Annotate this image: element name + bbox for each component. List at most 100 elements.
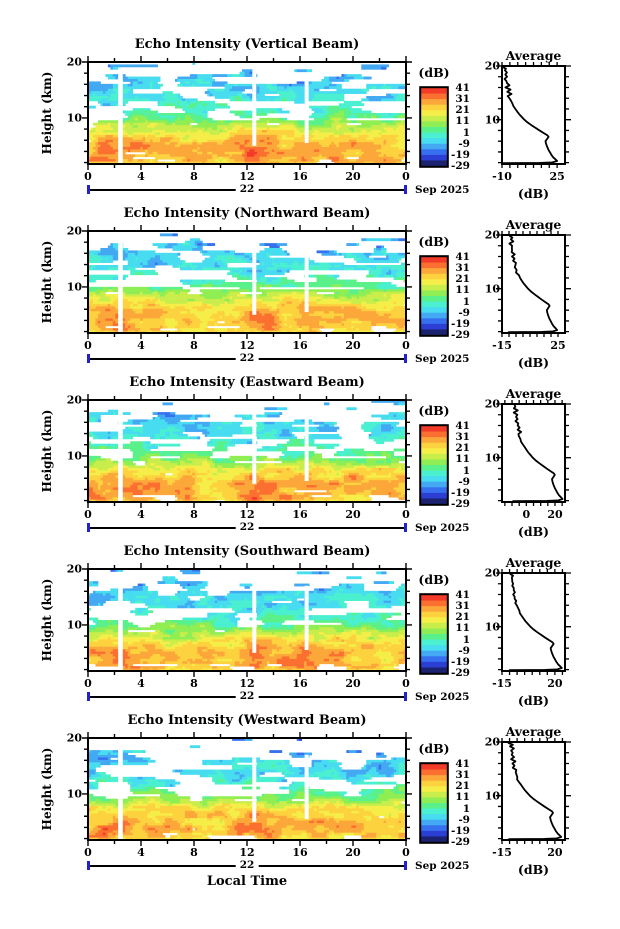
colorbar-tick-label: 41 [455,588,470,601]
colorbar-tick-label: 21 [455,611,470,624]
panel-vertical-beam: Echo Intensity (Vertical Beam) Height (km… [0,36,620,205]
colorbar-tick-label: 1 [462,802,470,815]
colorbar-tick-label: -29 [451,328,470,341]
x-tick-label: 0 [84,508,92,521]
average-x-tick-label: 20 [547,846,563,859]
date-month-label: Sep 2025 [415,691,470,703]
x-tick-label: 0 [402,846,410,859]
colorbar-tick-label: 21 [455,442,470,455]
y-tick-label: 20 [66,562,82,576]
colorbar-tick-label: -19 [451,655,470,668]
average-y-tick-label: 10 [484,113,500,127]
colorbar-tick-label: -9 [458,644,470,657]
x-tick-label: 4 [137,846,145,859]
average-x-tick-label: -15 [492,677,512,690]
panel-title: Echo Intensity (Westward Beam) [127,713,367,728]
colorbar-tick-label: 31 [455,768,470,781]
panel-title: Echo Intensity (Northward Beam) [123,206,371,221]
colorbar-tick-label: -29 [451,497,470,510]
colorbar-tick-label: -29 [451,835,470,848]
average-y-tick-label: 20 [484,59,500,73]
average-canvas-eastward [494,396,574,510]
colorbar-canvas [419,255,449,337]
x-tick-label: 16 [292,846,308,859]
date-month-label: Sep 2025 [415,860,470,872]
x-tick-label: 0 [84,846,92,859]
average-y-tick-label: 10 [484,620,500,634]
average-canvas-westward [494,734,574,848]
colorbar-tick-label: -19 [451,824,470,837]
colorbar-tick-label: -19 [451,317,470,330]
y-tick-label: 20 [66,224,82,238]
date-axis-endcap [404,354,407,363]
average-y-tick-label: 10 [484,789,500,803]
date-label: 22 [235,522,259,533]
date-axis-endcap [404,523,407,532]
y-tick-label: 10 [66,449,82,463]
x-tick-label: 12 [239,846,255,859]
x-tick-label: 0 [402,170,410,183]
panel-title: Echo Intensity (Eastward Beam) [129,375,365,390]
x-tick-label: 4 [137,170,145,183]
average-x-tick-label: 20 [547,508,563,521]
colorbar-tick-label: -9 [458,475,470,488]
average-x-tick-label: -15 [492,339,512,352]
y-tick-label: 20 [66,731,82,745]
heatmap-canvas-eastward [80,392,414,510]
x-tick-label: 8 [190,170,198,183]
date-axis-endcap [404,185,407,194]
x-tick-label: 20 [345,677,361,690]
panel-eastward-beam: Echo Intensity (Eastward Beam) Height (km… [0,374,620,543]
average-y-tick-label: 20 [484,566,500,580]
x-tick-label: 4 [137,508,145,521]
y-axis-label: Height (km) [40,71,54,155]
colorbar-tick-label: 41 [455,81,470,94]
colorbar-tick-label: 1 [462,295,470,308]
average-canvas-northward [494,227,574,341]
x-tick-label: 0 [402,339,410,352]
date-axis-endcap [87,861,90,870]
colorbar-title: (dB) [418,234,450,249]
x-tick-label: 0 [402,677,410,690]
average-x-axis-label: (dB) [517,862,550,877]
x-tick-label: 20 [345,339,361,352]
average-y-tick-label: 10 [484,282,500,296]
x-tick-label: 8 [190,508,198,521]
date-axis-endcap [87,692,90,701]
y-tick-label: 10 [66,280,82,294]
average-canvas-vertical [494,58,574,172]
date-label: 22 [235,691,259,702]
colorbar-title: (dB) [418,403,450,418]
average-y-tick-label: 20 [484,228,500,242]
colorbar-tick-label: 11 [455,791,470,804]
average-x-tick-label: 25 [549,170,565,183]
x-tick-label: 4 [137,339,145,352]
x-tick-label: 8 [190,677,198,690]
x-tick-label: 12 [239,339,255,352]
date-label: 22 [235,860,259,871]
colorbar-tick-label: -29 [451,159,470,172]
colorbar-tick-label: 41 [455,419,470,432]
colorbar-tick-label: 1 [462,633,470,646]
date-axis-endcap [87,185,90,194]
panel-northward-beam: Echo Intensity (Northward Beam) Height (k… [0,205,620,374]
x-tick-label: 16 [292,508,308,521]
x-axis-title: Local Time [206,874,288,889]
panel-southward-beam: Echo Intensity (Southward Beam) Height (k… [0,543,620,712]
average-x-tick-label: 25 [550,339,566,352]
colorbar-tick-label: -19 [451,486,470,499]
panel-title: Echo Intensity (Southward Beam) [123,544,371,559]
colorbar-tick-label: 31 [455,261,470,274]
y-tick-label: 20 [66,393,82,407]
average-x-tick-label: -10 [492,170,512,183]
x-tick-label: 12 [239,508,255,521]
date-axis-endcap [87,354,90,363]
average-y-tick-label: 20 [484,397,500,411]
colorbar-tick-label: 41 [455,757,470,770]
heatmap-canvas-westward [80,730,414,848]
y-tick-label: 10 [66,111,82,125]
heatmap-canvas-vertical [80,54,414,172]
average-x-axis-label: (dB) [517,186,550,201]
date-axis-endcap [404,861,407,870]
